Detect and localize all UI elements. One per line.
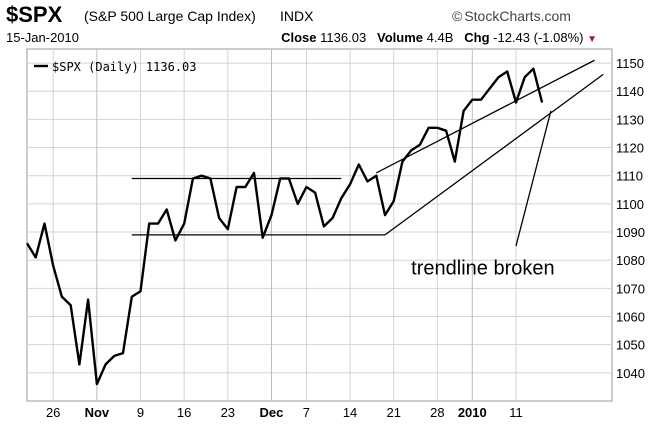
trendline <box>375 59 595 174</box>
trendline <box>384 73 604 236</box>
volume-label: Volume <box>377 30 424 45</box>
x-tick-label: Dec <box>260 405 284 420</box>
copyright-icon: © <box>452 8 463 24</box>
x-tick-label: 26 <box>46 405 60 420</box>
y-axis: 1040 1050 1060 1070 1080 1090 1100 1110 1120 1130… <box>616 56 645 381</box>
x-tick-label: 9 <box>137 405 144 420</box>
chart-description: (S&P 500 Large Cap Index) <box>84 8 256 24</box>
grid-lines <box>27 49 612 401</box>
legend-entry: $SPX (Daily) 1136.03 <box>52 60 197 74</box>
plot-frame <box>26 48 613 402</box>
y-tick-label: 1050 <box>616 338 645 353</box>
chart-symbol: $SPX <box>6 2 63 27</box>
chg-value: -12.43 (-1.08%) <box>493 30 584 45</box>
x-axis: 26 Nov 9 16 23 Dec 7 14 21 28 2010 11 <box>46 405 523 420</box>
chart-source-text: StockCharts.com <box>464 8 571 24</box>
annotations: trendline broken <box>411 257 554 279</box>
y-tick-label: 1040 <box>616 366 645 381</box>
annotation-text: trendline broken <box>411 257 554 279</box>
x-tick-label: 16 <box>177 405 191 420</box>
x-tick-label: 21 <box>386 405 400 420</box>
chart-date: 15-Jan-2010 <box>6 30 79 45</box>
y-tick-label: 1100 <box>616 197 644 212</box>
chart-source: © StockCharts.com <box>452 8 571 24</box>
y-tick-label: 1080 <box>616 253 645 268</box>
y-tick-label: 1090 <box>616 225 645 240</box>
x-tick-label: 7 <box>303 405 310 420</box>
chg-label: Chg <box>464 30 490 45</box>
y-tick-label: 1130 <box>616 112 644 127</box>
y-tick-label: 1070 <box>616 281 645 296</box>
y-tick-label: 1140 <box>616 84 644 99</box>
quote-line: Close 1136.03 Volume 4.4B Chg -12.43 (-1… <box>281 30 597 45</box>
trendline <box>515 110 552 247</box>
close-label: Close <box>281 30 317 45</box>
series-line <box>25 67 544 386</box>
y-tick-label: 1120 <box>616 141 644 156</box>
trendlines <box>131 59 604 247</box>
x-tick-label: 28 <box>430 405 444 420</box>
x-tick-label: 14 <box>343 405 357 420</box>
close-value: 1136.03 <box>320 30 367 45</box>
y-tick-label: 1150 <box>616 56 644 71</box>
y-tick-label: 1110 <box>616 169 643 184</box>
x-tick-label: 11 <box>509 405 523 420</box>
chart-exchange: INDX <box>280 8 314 24</box>
volume-value: 4.4B <box>426 30 454 45</box>
x-tick-label: 23 <box>221 405 235 420</box>
down-triangle-icon: ▼ <box>587 34 597 45</box>
x-tick-label: 2010 <box>458 405 487 420</box>
y-tick-label: 1060 <box>616 310 645 325</box>
x-tick-label: Nov <box>85 405 110 420</box>
